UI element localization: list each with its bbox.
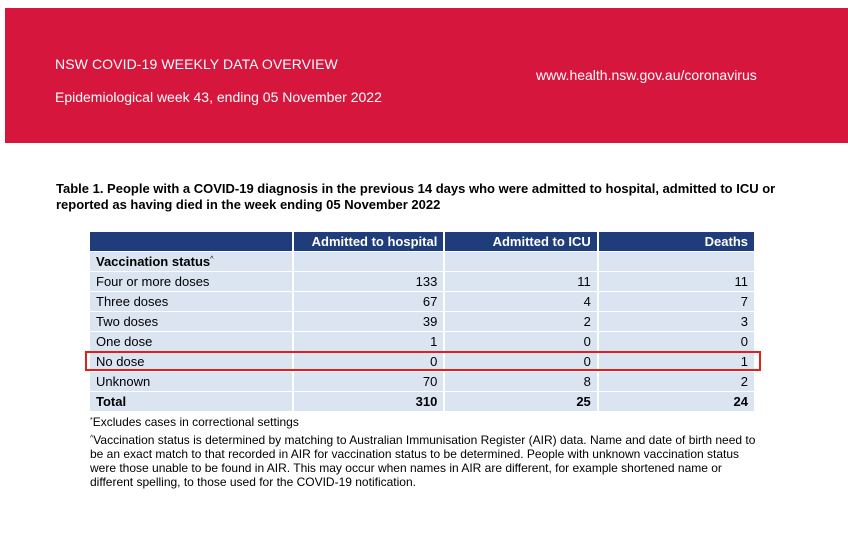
row-label: Four or more doses	[90, 271, 294, 292]
icu-value: 11	[444, 271, 599, 292]
section-empty-cell	[597, 251, 754, 272]
section-empty-cell	[292, 251, 446, 272]
row-label: No dose	[90, 351, 294, 372]
row-label: Total	[90, 391, 294, 411]
footnote-marker: ^	[90, 435, 94, 442]
hospitalisation-table: Admitted to hospital Admitted to ICU Dea…	[90, 232, 754, 411]
table-row-no-dose: No dose 0 0 1	[90, 351, 754, 372]
icu-value: 8	[444, 371, 599, 392]
hospital-value: 0	[292, 351, 446, 372]
table-row-one-dose: One dose 1 0 0	[90, 331, 754, 352]
section-empty-cell	[444, 251, 599, 272]
table-row-four-or-more-doses: Four or more doses 133 11 11	[90, 271, 754, 292]
header-admitted-to-icu: Admitted to ICU	[444, 232, 599, 252]
header-admitted-to-hospital: Admitted to hospital	[292, 232, 446, 252]
deaths-total: 24	[597, 391, 754, 411]
header-label-cell	[90, 232, 294, 252]
deaths-value: 2	[597, 371, 754, 392]
table-row-two-doses: Two doses 39 2 3	[90, 311, 754, 332]
section-label: Vaccination status^	[90, 251, 294, 272]
icu-value: 0	[444, 351, 599, 372]
section-row-vaccination-status: Vaccination status^	[90, 251, 754, 272]
section-label-text: Vaccination status	[96, 254, 211, 269]
table-row-three-doses: Three doses 67 4 7	[90, 291, 754, 312]
deaths-value: 0	[597, 331, 754, 352]
hospital-value: 67	[292, 291, 446, 312]
footnote-text: Vaccination status is determined by matc…	[90, 433, 756, 489]
icu-value: 0	[444, 331, 599, 352]
row-label: Two doses	[90, 311, 294, 332]
hospital-total: 310	[292, 391, 446, 411]
row-label: One dose	[90, 331, 294, 352]
table-footnotes: *Excludes cases in correctional settings…	[90, 414, 760, 492]
table-row-unknown: Unknown 70 8 2	[90, 371, 754, 392]
report-title: NSW COVID-19 WEEKLY DATA OVERVIEW	[55, 56, 338, 72]
highlight-box-no-dose-row	[85, 351, 761, 371]
table-header-row: Admitted to hospital Admitted to ICU Dea…	[90, 232, 754, 252]
footnote-text: Excludes cases in correctional settings	[92, 415, 299, 429]
hospital-value: 70	[292, 371, 446, 392]
icu-value: 2	[444, 311, 599, 332]
footnote-marker: *	[90, 417, 93, 424]
header-deaths: Deaths	[597, 232, 754, 252]
table-row-total: Total 310 25 24	[90, 391, 754, 411]
row-label: Unknown	[90, 371, 294, 392]
section-marker: ^	[210, 256, 214, 263]
table-caption: Table 1. People with a COVID-19 diagnosi…	[56, 181, 776, 212]
deaths-value: 3	[597, 311, 754, 332]
hospital-value: 1	[292, 331, 446, 352]
footnote-correctional: *Excludes cases in correctional settings	[90, 414, 760, 429]
header-banner: NSW COVID-19 WEEKLY DATA OVERVIEW Epidem…	[5, 8, 848, 143]
footnote-vaccination-status: ^Vaccination status is determined by mat…	[90, 432, 760, 489]
icu-value: 4	[444, 291, 599, 312]
deaths-value: 11	[597, 271, 754, 292]
report-week: Epidemiological week 43, ending 05 Novem…	[55, 89, 382, 105]
website-link[interactable]: www.health.nsw.gov.au/coronavirus	[536, 67, 757, 83]
row-label: Three doses	[90, 291, 294, 312]
hospital-value: 133	[292, 271, 446, 292]
icu-total: 25	[444, 391, 599, 411]
deaths-value: 7	[597, 291, 754, 312]
deaths-value: 1	[597, 351, 754, 372]
hospital-value: 39	[292, 311, 446, 332]
